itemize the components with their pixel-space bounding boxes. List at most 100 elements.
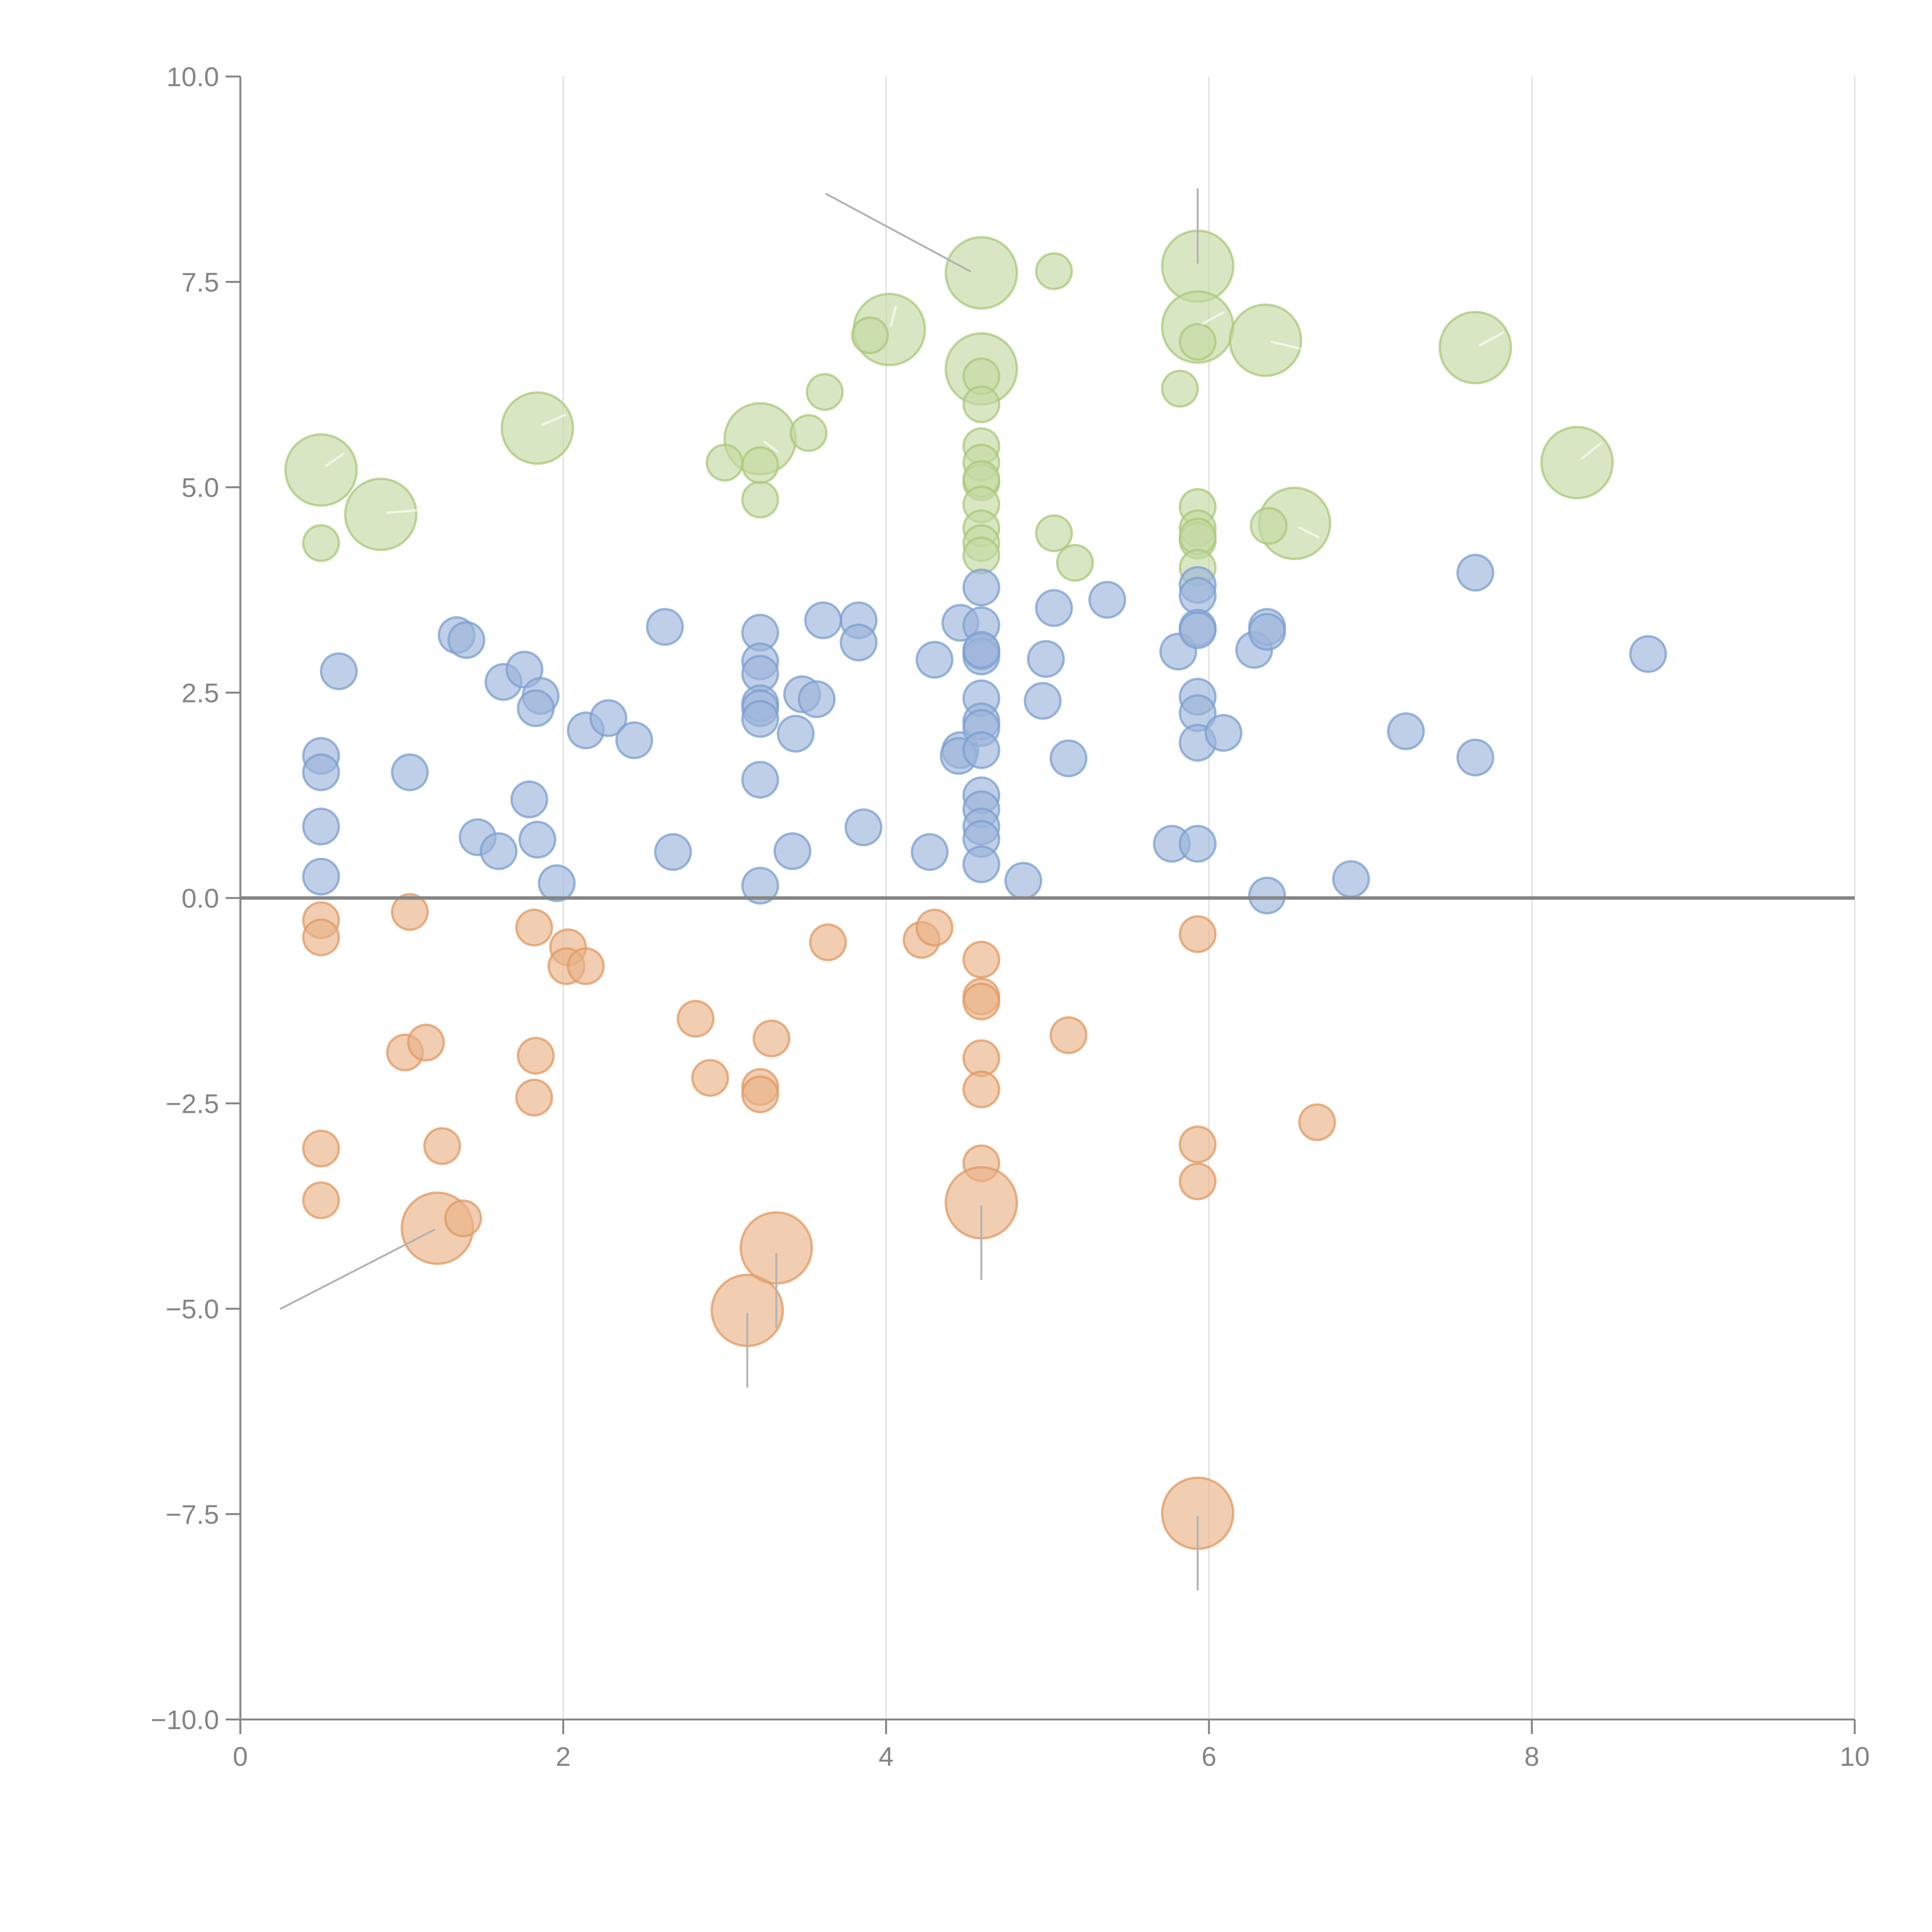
data-point-orange[interactable] — [444, 1199, 482, 1238]
data-point-blue[interactable] — [646, 608, 684, 646]
data-point-orange[interactable] — [1179, 1125, 1217, 1163]
data-point-blue[interactable] — [915, 641, 954, 679]
data-point-orange[interactable] — [962, 982, 1000, 1020]
data-point-blue[interactable] — [844, 808, 883, 847]
data-point-orange[interactable] — [1049, 1016, 1088, 1054]
data-point-orange[interactable] — [677, 1000, 715, 1038]
data-point-orange[interactable] — [391, 893, 429, 931]
y-tick-label: 2.5 — [182, 678, 219, 708]
data-point-blue[interactable] — [1179, 577, 1217, 615]
data-point-blue[interactable] — [962, 731, 1000, 769]
data-point-blue[interactable] — [1629, 635, 1667, 673]
data-point-blue[interactable] — [962, 845, 1000, 883]
data-point-blue[interactable] — [302, 753, 340, 791]
data-point-blue[interactable] — [741, 700, 779, 738]
data-point-blue[interactable] — [518, 821, 556, 859]
data-point-green[interactable] — [806, 373, 844, 411]
data-point-blue[interactable] — [1456, 554, 1495, 592]
data-point-green[interactable] — [284, 433, 358, 507]
data-point-green[interactable] — [1540, 426, 1614, 500]
data-point-blue[interactable] — [962, 568, 1000, 607]
data-point-orange[interactable] — [691, 1059, 729, 1097]
data-point-blue[interactable] — [1179, 611, 1217, 649]
data-point-blue[interactable] — [1456, 738, 1495, 777]
data-point-blue[interactable] — [798, 680, 836, 718]
data-point-green[interactable] — [302, 524, 340, 562]
data-point-orange[interactable] — [302, 1129, 340, 1168]
data-point-orange[interactable] — [567, 947, 605, 985]
data-point-green[interactable] — [962, 536, 1000, 575]
data-point-blue[interactable] — [302, 808, 340, 846]
data-point-blue[interactable] — [1387, 712, 1425, 750]
data-point-blue[interactable] — [804, 601, 842, 639]
data-point-blue[interactable] — [911, 833, 949, 871]
data-point-blue[interactable] — [654, 833, 692, 871]
data-point-green[interactable] — [789, 414, 828, 452]
data-point-orange[interactable] — [1179, 915, 1217, 953]
data-point-orange[interactable] — [515, 1078, 553, 1117]
data-point-blue[interactable] — [962, 631, 1000, 669]
data-point-green[interactable] — [1439, 311, 1512, 384]
data-point-green[interactable] — [1229, 303, 1303, 377]
data-point-blue[interactable] — [1049, 739, 1088, 777]
data-point-blue[interactable] — [510, 780, 548, 818]
leader-line — [1298, 526, 1320, 539]
data-point-blue[interactable] — [741, 867, 779, 905]
data-point-orange[interactable] — [962, 940, 1000, 979]
label-leader-lines — [279, 188, 1603, 1591]
data-point-orange[interactable] — [515, 908, 553, 947]
y-tick-label: −5.0 — [166, 1294, 219, 1324]
data-point-blue[interactable] — [1248, 613, 1286, 651]
data-point-green[interactable] — [1035, 252, 1073, 290]
data-point-green[interactable] — [344, 478, 418, 551]
data-point-blue[interactable] — [1332, 860, 1370, 898]
data-point-blue[interactable] — [777, 714, 815, 753]
data-point-blue[interactable] — [1179, 825, 1217, 863]
data-point-blue[interactable] — [1204, 714, 1243, 752]
data-point-orange[interactable] — [407, 1024, 445, 1062]
data-point-orange[interactable] — [517, 1037, 555, 1075]
data-point-orange[interactable] — [423, 1127, 461, 1165]
data-point-green[interactable] — [1056, 544, 1094, 582]
data-point-blue[interactable] — [1035, 589, 1073, 627]
data-point-orange[interactable] — [302, 918, 340, 957]
data-point-orange[interactable] — [1179, 1162, 1217, 1201]
y-tick-label: −7.5 — [166, 1500, 219, 1530]
data-point-green[interactable] — [706, 444, 744, 482]
data-point-orange[interactable] — [741, 1075, 779, 1114]
data-point-blue[interactable] — [773, 832, 811, 870]
data-point-blue[interactable] — [302, 857, 340, 896]
leader-line — [764, 441, 779, 453]
data-point-green[interactable] — [962, 385, 1000, 423]
data-point-orange[interactable] — [809, 923, 847, 961]
data-point-orange[interactable] — [302, 1181, 340, 1219]
data-point-blue[interactable] — [589, 699, 628, 737]
data-point-green[interactable] — [944, 236, 1018, 310]
data-point-blue[interactable] — [517, 689, 555, 727]
data-point-orange[interactable] — [1298, 1103, 1336, 1141]
data-point-orange[interactable] — [962, 1070, 1000, 1109]
data-point-green[interactable] — [741, 480, 779, 519]
data-point-green[interactable] — [1250, 507, 1288, 545]
data-point-blue[interactable] — [1027, 640, 1065, 678]
data-point-blue[interactable] — [1024, 682, 1062, 720]
data-point-green[interactable] — [741, 446, 779, 484]
data-point-green[interactable] — [1179, 323, 1217, 361]
data-point-blue[interactable] — [480, 832, 518, 870]
data-point-green[interactable] — [1161, 369, 1199, 408]
data-point-blue[interactable] — [1004, 862, 1043, 900]
data-point-orange[interactable] — [752, 1019, 791, 1058]
data-point-green[interactable] — [500, 391, 574, 465]
data-point-blue[interactable] — [840, 623, 878, 662]
data-point-blue[interactable] — [537, 864, 576, 902]
data-point-blue[interactable] — [391, 753, 429, 791]
data-point-blue[interactable] — [1088, 581, 1126, 619]
data-point-orange[interactable] — [915, 908, 954, 947]
data-point-blue[interactable] — [320, 652, 358, 690]
data-point-blue[interactable] — [741, 760, 779, 799]
data-point-green[interactable] — [851, 316, 889, 354]
data-point-blue[interactable] — [447, 621, 485, 659]
data-point-green[interactable] — [1035, 514, 1073, 553]
data-point-blue[interactable] — [615, 721, 653, 759]
data-point-blue[interactable] — [1248, 876, 1286, 915]
